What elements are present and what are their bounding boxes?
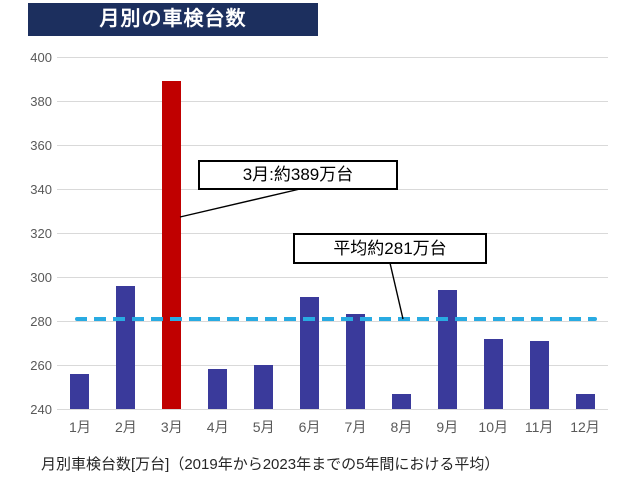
bar-12月 xyxy=(575,393,595,409)
bar-6月 xyxy=(300,296,320,409)
gridline-260 xyxy=(57,365,608,366)
x-tick-label: 6月 xyxy=(298,419,321,435)
bar-10月 xyxy=(483,338,503,409)
bar-2月 xyxy=(116,285,136,409)
average-callout-line xyxy=(389,262,404,320)
x-tick-label: 7月 xyxy=(344,419,367,435)
y-tick-label: 400 xyxy=(30,50,52,65)
gridline-240 xyxy=(57,409,608,410)
gridline-280 xyxy=(57,321,608,322)
x-tick-label: 11月 xyxy=(524,419,554,435)
bar-3月 xyxy=(162,81,182,409)
bar-1月 xyxy=(70,373,90,409)
x-tick-label: 12月 xyxy=(570,419,600,435)
x-tick-label: 3月 xyxy=(160,419,183,435)
x-tick-label: 1月 xyxy=(69,419,91,435)
footnote: 月別車検台数[万台]（2019年から2023年までの5年間における平均） xyxy=(41,456,500,473)
gridline-360 xyxy=(57,145,608,146)
y-tick-label: 260 xyxy=(30,358,52,373)
x-tick-label: 4月 xyxy=(206,419,229,435)
y-tick-label: 340 xyxy=(30,182,52,197)
bar-8月 xyxy=(391,393,411,409)
y-tick-label: 300 xyxy=(30,270,52,285)
y-tick-label: 320 xyxy=(30,226,52,241)
bar-4月 xyxy=(208,369,228,409)
x-tick-label: 2月 xyxy=(114,419,137,435)
x-tick-label: 9月 xyxy=(436,419,459,435)
march-callout: 3月:約389万台 xyxy=(198,160,398,190)
gridline-300 xyxy=(57,277,608,278)
chart-title: 月別の車検台数 xyxy=(28,3,318,36)
y-tick-label: 360 xyxy=(30,138,52,153)
x-tick-label: 5月 xyxy=(252,419,275,435)
bar-5月 xyxy=(254,365,274,409)
y-tick-label: 240 xyxy=(30,402,52,417)
march-callout-line xyxy=(179,188,301,218)
bar-9月 xyxy=(437,290,457,409)
y-tick-label: 380 xyxy=(30,94,52,109)
y-tick-label: 280 xyxy=(30,314,52,329)
gridline-380 xyxy=(57,101,608,102)
average-dashed-line xyxy=(75,316,597,321)
bar-7月 xyxy=(345,314,365,409)
average-callout: 平均約281万台 xyxy=(293,233,487,264)
gridline-400 xyxy=(57,57,608,58)
bar-11月 xyxy=(529,340,549,409)
x-tick-label: 8月 xyxy=(390,419,413,435)
x-tick-label: 10月 xyxy=(478,419,508,435)
